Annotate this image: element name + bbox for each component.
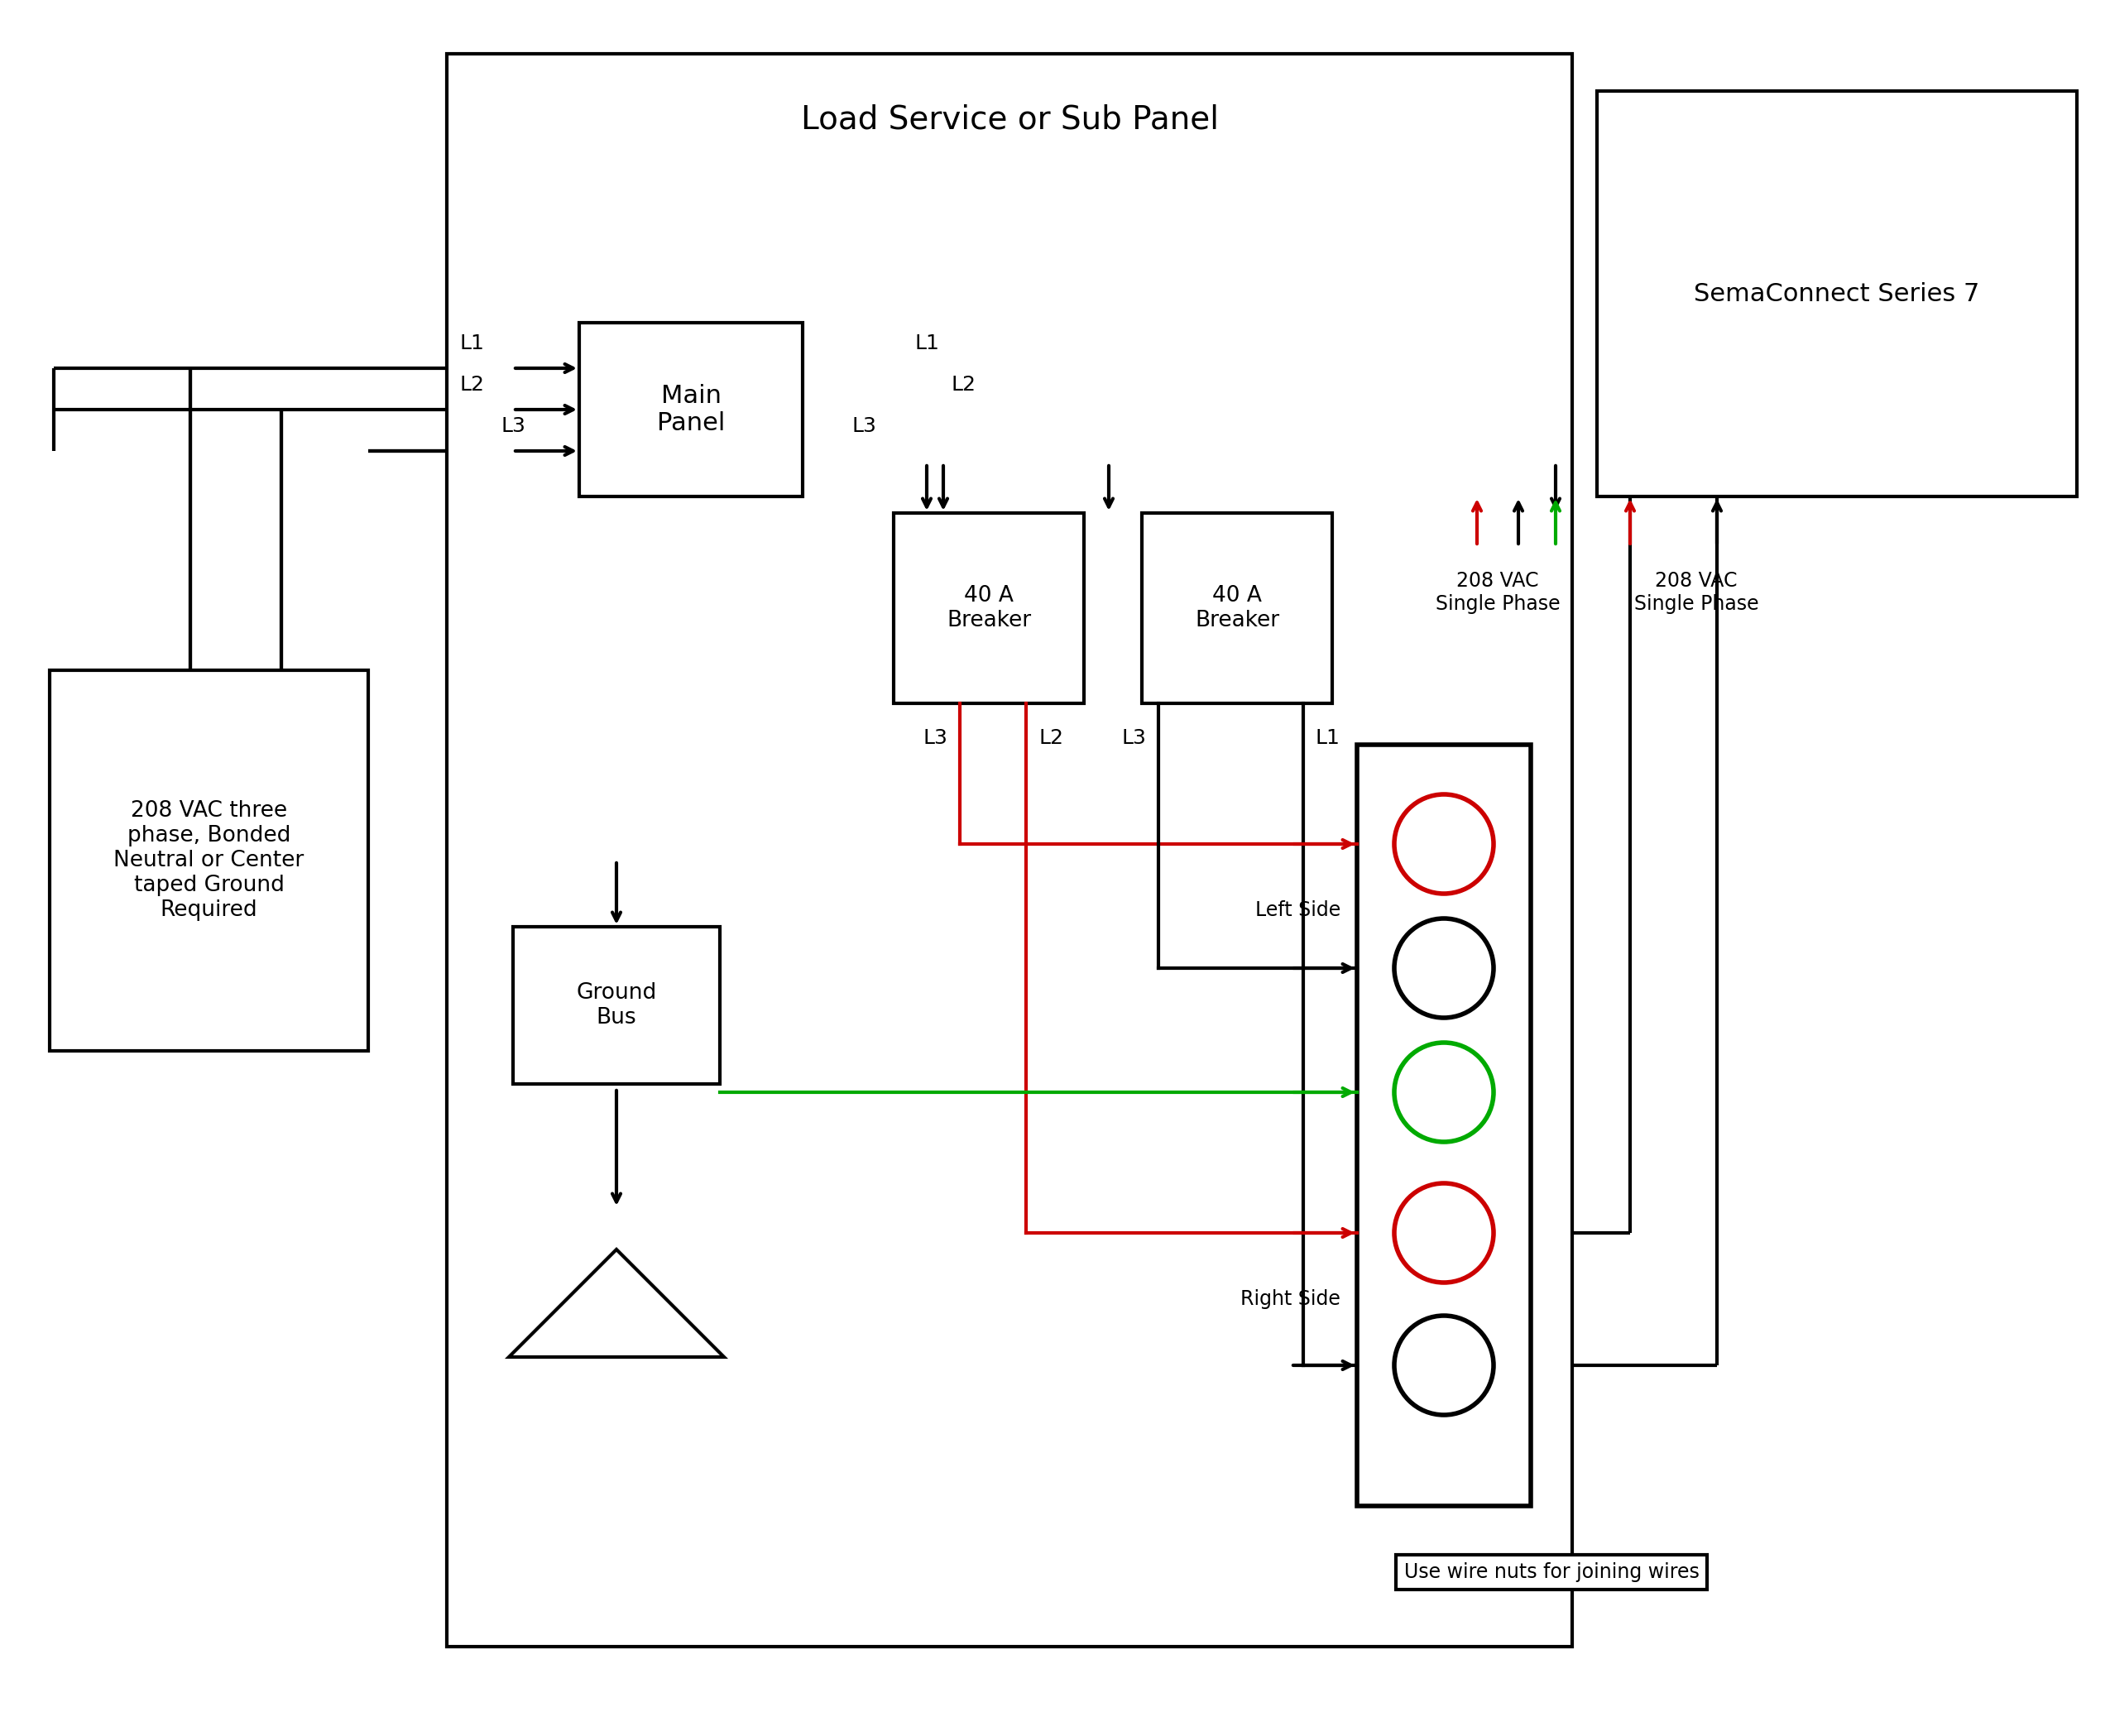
Bar <box>895 514 1085 703</box>
Bar <box>513 927 720 1083</box>
Text: L2: L2 <box>952 375 977 394</box>
Text: Ground
Bus: Ground Bus <box>576 983 656 1028</box>
Text: Use wire nuts for joining wires: Use wire nuts for joining wires <box>1403 1562 1699 1581</box>
Text: 40 A
Breaker: 40 A Breaker <box>947 585 1032 632</box>
Text: L3: L3 <box>500 417 525 436</box>
Text: L2: L2 <box>1038 727 1063 748</box>
Bar <box>580 323 802 496</box>
Text: Load Service or Sub Panel: Load Service or Sub Panel <box>800 104 1217 135</box>
Text: L1: L1 <box>914 333 939 354</box>
Text: L1: L1 <box>460 333 483 354</box>
Text: L1: L1 <box>1317 727 1340 748</box>
Circle shape <box>1395 918 1494 1017</box>
Bar <box>1357 745 1530 1505</box>
Text: L2: L2 <box>460 375 483 394</box>
Circle shape <box>1395 795 1494 894</box>
Text: L3: L3 <box>852 417 878 436</box>
Text: 208 VAC
Single Phase: 208 VAC Single Phase <box>1435 571 1559 615</box>
Text: Left Side: Left Side <box>1255 901 1340 920</box>
Text: SemaConnect Series 7: SemaConnect Series 7 <box>1694 281 1979 306</box>
Text: L3: L3 <box>1120 727 1146 748</box>
Text: Main
Panel: Main Panel <box>656 384 726 436</box>
Text: 40 A
Breaker: 40 A Breaker <box>1194 585 1279 632</box>
Bar <box>447 54 1572 1647</box>
Text: L3: L3 <box>922 727 947 748</box>
Circle shape <box>1395 1043 1494 1142</box>
Text: 208 VAC three
phase, Bonded
Neutral or Center
taped Ground
Required: 208 VAC three phase, Bonded Neutral or C… <box>114 800 304 922</box>
Circle shape <box>1395 1184 1494 1283</box>
Text: 208 VAC
Single Phase: 208 VAC Single Phase <box>1633 571 1758 615</box>
Circle shape <box>1395 1316 1494 1415</box>
Bar <box>1142 514 1331 703</box>
Bar <box>1597 90 2076 496</box>
Text: Right Side: Right Side <box>1241 1290 1340 1309</box>
Bar <box>51 670 369 1050</box>
